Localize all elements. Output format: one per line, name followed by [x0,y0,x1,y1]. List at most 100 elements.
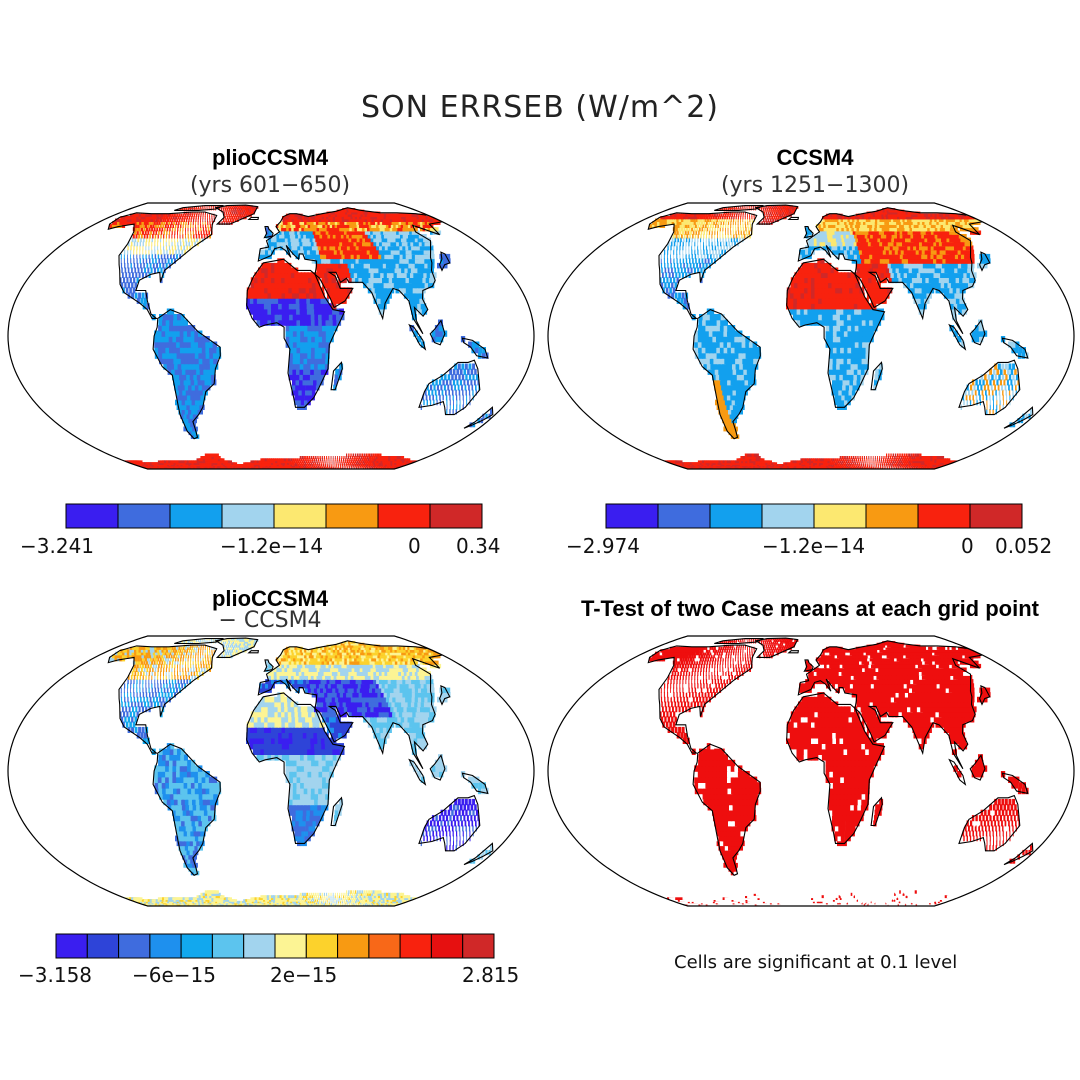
grid-cell [280,224,285,228]
grid-cell [758,466,763,469]
grid-cell [123,253,125,260]
grid-cell [345,456,347,460]
grid-cell [254,460,258,464]
grid-cell [136,249,138,255]
grid-cell [189,368,195,375]
grid-cell [463,368,467,375]
grid-cell [776,464,781,467]
grid-cell [398,287,405,294]
grid-cell [286,230,291,235]
grid-cell [825,466,828,469]
grid-cell [191,352,196,359]
grid-cell [200,221,201,225]
grid-cell [304,465,307,468]
grid-cell [723,404,729,410]
grid-cell [189,208,191,211]
grid-cell [302,287,307,294]
grid-cell [320,368,325,375]
grid-cell [332,456,334,460]
grid-cell [187,213,189,217]
grid-cell [243,466,247,469]
grid-cell [462,389,464,396]
grid-cell [173,358,179,365]
grid-cell [390,460,394,464]
grid-cell [134,221,138,225]
grid-cell [454,363,458,370]
grid-cell [832,464,835,467]
grid-cell [791,466,794,469]
grid-cell [271,465,274,468]
grid-cell [902,460,905,464]
grid-cell [863,465,865,468]
grid-cell [254,272,259,278]
grid-cell [122,272,124,278]
grid-cell [917,464,920,467]
grid-cell [315,384,320,391]
grid-cell [109,224,113,228]
grid-cell [200,216,202,220]
grid-cell [328,464,330,467]
grid-cell [856,460,858,464]
grid-cell [172,336,177,343]
grid-cell [204,213,206,217]
grid-cell [171,213,174,217]
grid-cell [123,277,126,284]
grid-cell [490,409,493,415]
grid-cell [272,465,276,468]
grid-cell [392,462,395,465]
grid-cell [382,277,388,284]
grid-cell [321,352,326,359]
grid-cell [281,303,287,310]
grid-cell [374,453,377,457]
grid-cell [305,234,311,239]
grid-cell [303,466,306,469]
grid-cell [811,460,814,464]
grid-cell [402,458,406,462]
grid-cell [208,230,210,235]
grid-cell [377,303,384,310]
grid-cell [339,363,344,370]
grid-cell [296,363,301,370]
grid-cell [162,358,168,365]
grid-cell [171,237,173,243]
grid-cell [290,462,293,465]
grid-cell [142,241,144,247]
grid-cell [315,465,318,468]
grid-cell [336,241,342,247]
grid-cell [319,234,325,239]
grid-cell [174,258,176,264]
grid-cell [433,218,442,222]
grid-cell [336,466,338,469]
grid-cell [268,230,272,235]
grid-cell [292,319,298,326]
grid-cell [331,277,337,284]
grid-cell [803,462,806,465]
grid-cell [112,221,116,225]
grid-cell [800,466,803,469]
grid-cell [396,464,399,467]
grid-cell [449,368,452,375]
grid-cell [809,465,812,468]
grid-cell [356,465,358,468]
grid-cell [201,234,203,239]
grid-cell [280,462,284,465]
grid-cell [190,224,192,228]
grid-cell [847,464,850,467]
grid-cell [307,464,310,467]
grid-cell [289,341,294,348]
grid-cell [853,464,855,467]
grid-cell [820,464,823,467]
grid-cell [932,465,935,468]
grid-cell [210,227,212,232]
grid-cell [377,464,380,467]
grid-cell [304,277,310,284]
grid-cell [285,336,290,343]
grid-cell [177,384,184,391]
grid-cell [198,341,203,348]
grid-cell [184,363,190,370]
grid-cell [963,399,965,406]
grid-cell [913,456,916,460]
grid-cell [317,458,320,462]
grid-cell [306,363,311,370]
grid-cell [174,384,180,391]
